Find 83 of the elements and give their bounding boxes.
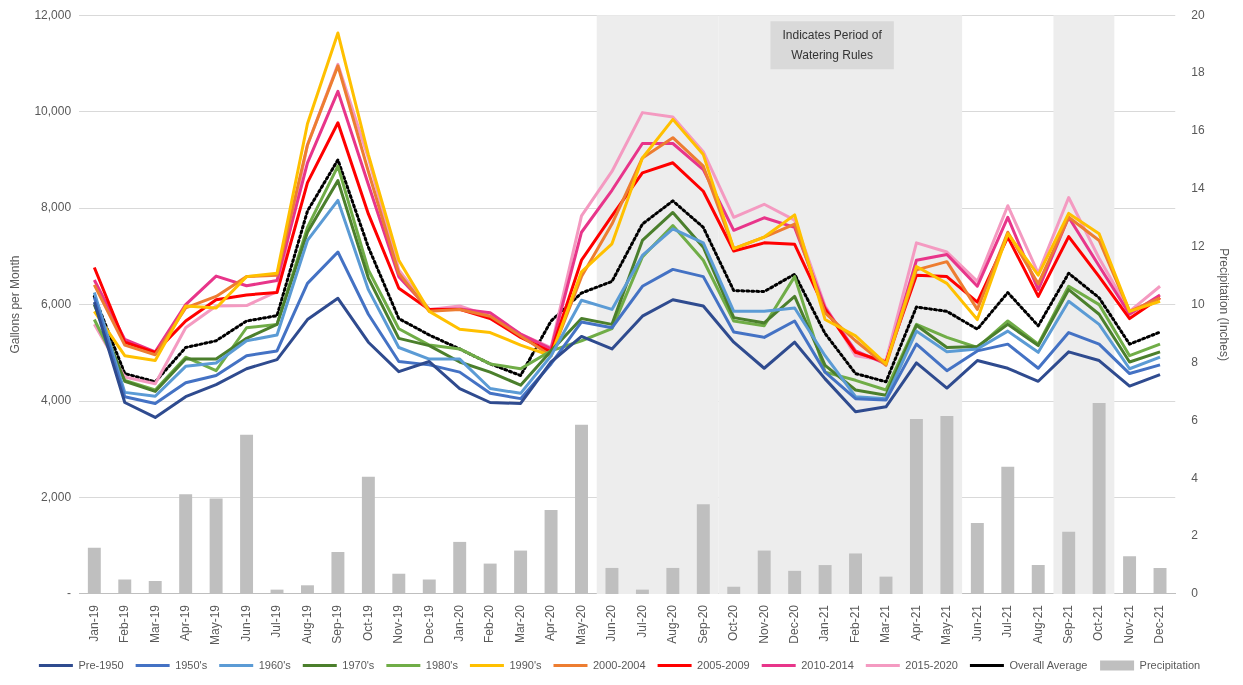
legend-label: 1970's	[342, 658, 375, 671]
y2-tick-label: 16	[1191, 123, 1205, 138]
legend-label: 1980's	[425, 658, 459, 671]
legend-label: 1950's	[175, 658, 208, 671]
x-tick-label: Jan-21	[817, 604, 832, 642]
y-tick-label: 12,000	[34, 7, 72, 22]
y2-axis-title: Precipitation (Inches)	[1217, 248, 1232, 361]
x-tick-label: Nov-19	[391, 604, 406, 644]
x-tick-label: Mar-20	[512, 604, 527, 643]
bar	[666, 567, 680, 594]
bar	[727, 586, 741, 594]
bar	[757, 550, 771, 594]
bar	[696, 504, 710, 594]
y-tick-label: 2,000	[41, 489, 72, 504]
legend-label: 2015-2020	[905, 658, 958, 671]
x-tick-label: Jun-19	[238, 604, 253, 642]
bar	[1092, 402, 1106, 594]
x-tick-label: Aug-21	[1030, 604, 1045, 644]
x-tick-label: Oct-21	[1091, 604, 1106, 641]
x-tick-label: Aug-20	[665, 604, 680, 644]
bar	[788, 570, 802, 594]
legend-label: Pre-1950	[78, 658, 124, 671]
x-tick-label: Sep-19	[330, 604, 345, 644]
x-tick-label: May-21	[939, 604, 954, 645]
x-tick-label: Jun-20	[604, 604, 619, 642]
x-tick-label: Nov-20	[756, 604, 771, 644]
legend-label: 1960's	[258, 658, 292, 671]
x-tick-label: Nov-21	[1121, 604, 1136, 644]
y2-tick-label: 14	[1191, 181, 1205, 196]
x-tick-label: Sep-20	[695, 604, 710, 644]
x-tick-label: May-19	[208, 604, 223, 645]
bar	[818, 565, 832, 594]
y2-tick-label: 2	[1191, 528, 1199, 543]
x-tick-label: Mar-19	[147, 604, 162, 643]
bar	[940, 416, 954, 594]
y2-tick-label: 12	[1191, 239, 1205, 254]
bar	[879, 576, 893, 594]
x-tick-label: Feb-21	[847, 604, 862, 644]
x-tick-label: Jul-21	[1000, 604, 1015, 638]
y2-tick-label: 10	[1191, 296, 1205, 311]
bar	[635, 589, 649, 594]
x-tick-label: Mar-21	[878, 604, 893, 643]
y-tick-label: -	[67, 586, 72, 601]
x-tick-label: Dec-20	[786, 604, 801, 644]
legend-label: 2010-2014	[801, 658, 854, 671]
legend-label: 2005-2009	[697, 658, 750, 671]
y-tick-label: 4,000	[41, 393, 72, 408]
y-tick-label: 8,000	[41, 200, 72, 215]
legend-label: Precipitation	[1139, 658, 1201, 671]
x-tick-label: Jul-20	[634, 604, 649, 638]
x-tick-label: Dec-19	[421, 604, 436, 644]
y2-tick-label: 6	[1191, 412, 1199, 427]
y2-tick-label: 18	[1191, 65, 1205, 80]
x-tick-label: Oct-20	[726, 604, 741, 641]
x-tick-label: Apr-21	[908, 604, 923, 642]
x-tick-label: Feb-19	[117, 604, 132, 644]
bar	[605, 567, 619, 594]
x-tick-label: Jul-19	[269, 604, 284, 638]
x-tick-label: Jun-21	[969, 604, 984, 642]
x-tick-label: Apr-20	[543, 604, 558, 642]
y2-tick-label: 0	[1191, 586, 1199, 601]
legend-label: Overall Average	[1009, 658, 1088, 671]
legend-label: 2000-2004	[592, 658, 646, 671]
x-tick-label: Feb-20	[482, 604, 497, 644]
x-tick-label: Oct-19	[360, 604, 375, 641]
x-tick-label: May-20	[573, 604, 588, 645]
bar	[909, 418, 923, 594]
y2-tick-label: 8	[1191, 354, 1199, 369]
bar	[1062, 531, 1076, 594]
x-tick-label: Apr-19	[177, 604, 192, 642]
x-tick-label: Dec-21	[1152, 604, 1167, 644]
y-tick-label: 10,000	[34, 103, 72, 118]
bar	[849, 553, 863, 594]
y2-tick-label: 4	[1191, 470, 1199, 485]
annotation: Indicates Period of Watering Rules	[782, 27, 883, 62]
x-tick-label: Sep-21	[1060, 604, 1075, 644]
y-tick-label: 6,000	[41, 296, 72, 311]
legend-label: 1990's	[509, 658, 542, 671]
x-tick-label: Aug-19	[299, 604, 314, 644]
y-axis-title: Gallons per Month	[7, 255, 22, 354]
x-tick-label: Jan-20	[452, 604, 467, 642]
y2-tick-label: 20	[1191, 7, 1205, 22]
x-tick-label: Jan-19	[86, 604, 101, 642]
